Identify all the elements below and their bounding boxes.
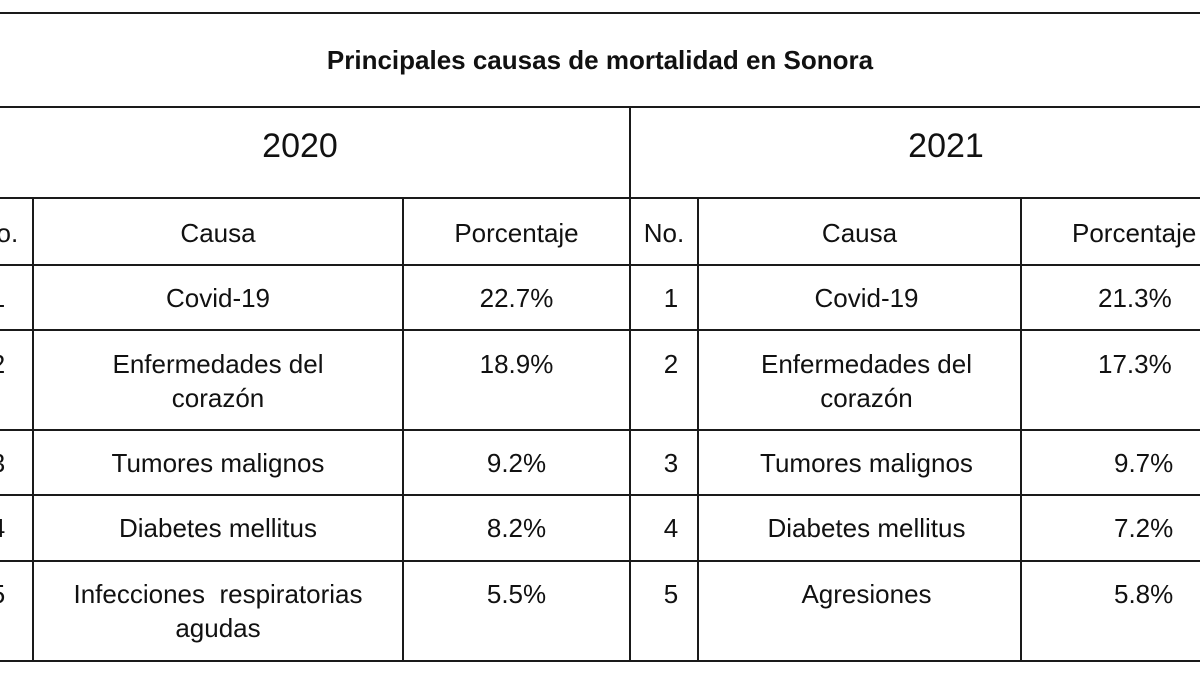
- row-2021-4-percent: 7.2%: [1114, 513, 1174, 543]
- row-2020-1-no: 1: [0, 281, 32, 315]
- row-2021-5-cause: Agresiones: [801, 579, 932, 609]
- row-2020-3-percent: 9.2%: [486, 448, 547, 478]
- row-2021-5-no: 5: [663, 579, 679, 609]
- row-2020-5-no: 5: [0, 577, 32, 611]
- row-2020-5-percent: 5.5%: [486, 579, 547, 609]
- col-divider-2021-cause: [1020, 198, 1022, 662]
- row-2020-4-percent: 8.2%: [486, 513, 547, 543]
- row-divider-1: [0, 329, 1200, 331]
- table-border-bottom: [0, 660, 1200, 662]
- row-2020-3-cause: Tumores malignos: [111, 448, 325, 478]
- header-2021-percent: Porcentaje: [1072, 218, 1197, 248]
- row-2021-3-percent: 9.7%: [1114, 448, 1174, 478]
- table-title: Principales causas de mortalidad en Sono…: [326, 45, 874, 75]
- row-2020-2-percent: 18.9%: [479, 349, 554, 379]
- col-divider-2020-cause: [402, 198, 404, 662]
- row-2020-1-percent: 22.7%: [479, 283, 554, 313]
- header-2020-no: No.: [0, 218, 19, 248]
- col-divider-2020-no: [32, 198, 34, 662]
- table-border-top: [0, 12, 1200, 14]
- header-divider: [0, 264, 1200, 266]
- row-2021-3-no: 3: [663, 448, 679, 478]
- year-column-divider: [629, 106, 631, 662]
- row-2020-1-cause: Covid-19: [165, 283, 271, 313]
- row-divider-2: [0, 429, 1200, 431]
- row-2021-3-cause: Tumores malignos: [760, 448, 973, 478]
- row-2021-1-cause: Covid-19: [814, 283, 919, 313]
- header-2021-no: No.: [643, 218, 685, 248]
- year-2021-label: 2021: [908, 127, 984, 165]
- row-2021-1-percent: 21.3%: [1098, 283, 1172, 313]
- row-2020-5-cause: Infecciones respiratorias agudas: [73, 579, 370, 643]
- row-2021-4-no: 4: [663, 513, 679, 543]
- row-2021-5-percent: 5.8%: [1114, 579, 1174, 609]
- header-2020-cause: Causa: [180, 218, 256, 248]
- row-2020-2-no: 2: [0, 347, 32, 381]
- year-2020-label: 2020: [262, 127, 338, 165]
- row-2021-2-percent: 17.3%: [1098, 349, 1172, 379]
- header-2020-percent: Porcentaje: [454, 218, 579, 248]
- col-divider-2021-no: [697, 198, 699, 662]
- row-divider-4: [0, 560, 1200, 562]
- row-2021-1-no: 1: [663, 283, 679, 313]
- row-2021-4-cause: Diabetes mellitus: [767, 513, 966, 543]
- row-2020-2-cause: Enfermedades del corazón: [112, 349, 324, 413]
- year-divider: [0, 197, 1200, 199]
- row-2020-3-no: 3: [0, 446, 32, 480]
- header-2021-cause: Causa: [821, 218, 898, 248]
- row-2021-2-no: 2: [663, 349, 679, 379]
- row-2020-4-no: 4: [0, 511, 32, 545]
- row-2020-4-cause: Diabetes mellitus: [119, 513, 317, 543]
- row-divider-3: [0, 494, 1200, 496]
- title-divider: [0, 106, 1200, 108]
- row-2021-2-cause: Enfermedades del corazón: [760, 349, 973, 413]
